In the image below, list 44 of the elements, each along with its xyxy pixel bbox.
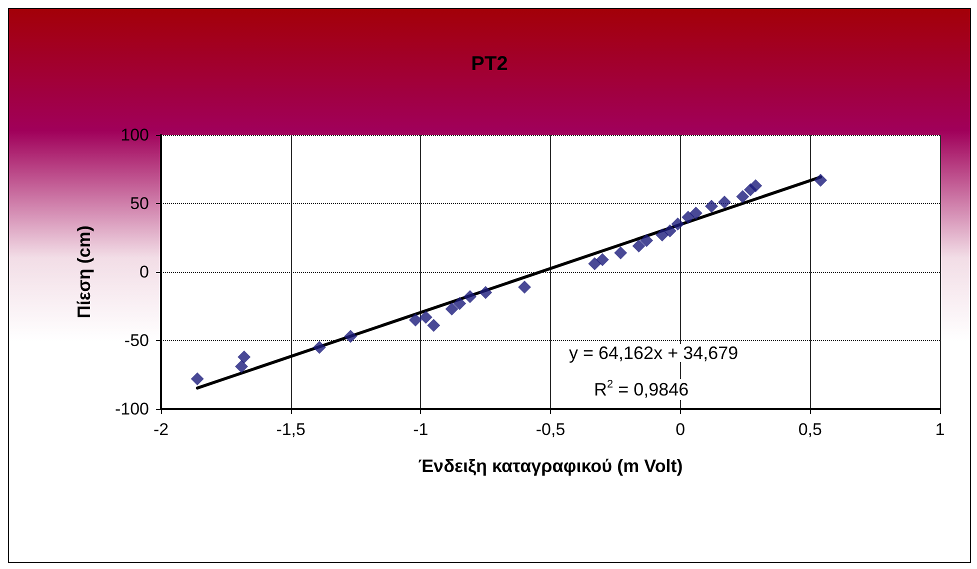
point bbox=[464, 290, 477, 304]
x-tick-label: 0,5 bbox=[798, 420, 822, 439]
point bbox=[656, 228, 669, 242]
chart-title: PT2 bbox=[471, 53, 508, 75]
point bbox=[640, 234, 654, 247]
point bbox=[419, 310, 432, 324]
x-axis-title: Ένδειξη καταγραφικού (m Volt) bbox=[418, 456, 683, 476]
point bbox=[596, 253, 609, 266]
point bbox=[736, 190, 750, 204]
point bbox=[234, 360, 248, 374]
point bbox=[718, 196, 731, 209]
point bbox=[190, 372, 204, 386]
point bbox=[632, 239, 646, 252]
point bbox=[749, 179, 762, 192]
point bbox=[408, 313, 422, 326]
y-tick-label: 0 bbox=[140, 262, 149, 282]
point bbox=[344, 330, 358, 343]
point bbox=[518, 280, 532, 294]
y-tick-label: -50 bbox=[124, 331, 149, 350]
y-tick-label: -100 bbox=[114, 400, 149, 418]
point bbox=[588, 257, 602, 270]
point bbox=[453, 297, 466, 310]
point bbox=[814, 174, 828, 187]
x-tick-label: 1 bbox=[935, 420, 945, 439]
point bbox=[238, 350, 251, 364]
point bbox=[614, 246, 628, 260]
point bbox=[689, 206, 702, 220]
x-tick-label: 0 bbox=[676, 420, 686, 439]
point bbox=[427, 318, 440, 332]
point bbox=[445, 302, 458, 316]
point bbox=[479, 286, 492, 300]
point bbox=[312, 340, 326, 354]
x-tick-label: -1 bbox=[413, 420, 428, 439]
point bbox=[682, 210, 695, 224]
x-tick-label: -1,5 bbox=[276, 420, 306, 439]
annotation: y = 64,162x + 34,679 bbox=[569, 343, 738, 363]
y-tick-label: 100 bbox=[120, 126, 149, 144]
point bbox=[671, 218, 684, 231]
x-tick-label: -0,5 bbox=[536, 420, 566, 439]
point bbox=[663, 224, 676, 238]
y-tick-label: 50 bbox=[130, 194, 149, 213]
y-axis-title: Πίεση (cm) bbox=[74, 226, 94, 318]
x-tick-label: -2 bbox=[153, 420, 169, 439]
point bbox=[704, 200, 718, 213]
